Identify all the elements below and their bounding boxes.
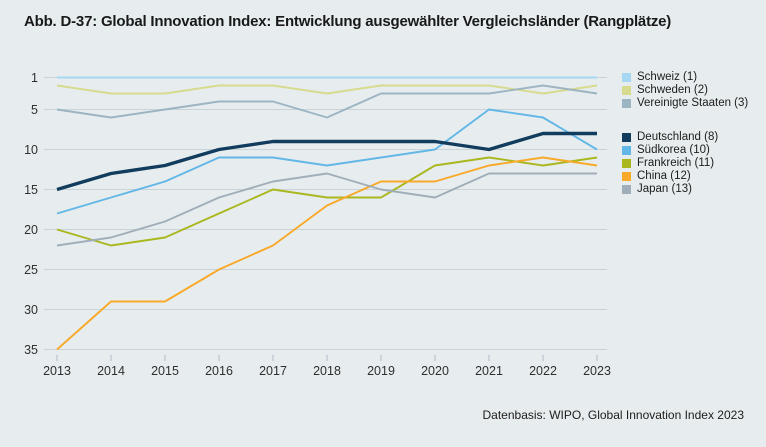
legend-swatch-china <box>622 171 631 181</box>
x-tick-label: 2017 <box>259 364 287 378</box>
legend-swatch-deutschland <box>622 132 631 142</box>
legend-item-frankreich: Frankreich (11) <box>622 157 714 170</box>
legend-item-japan: Japan (13) <box>622 183 692 196</box>
y-tick-label: 35 <box>24 343 38 357</box>
y-tick-label: 5 <box>31 103 38 117</box>
x-tick-label: 2019 <box>367 364 395 378</box>
legend-label-deutschland: Deutschland (8) <box>637 130 719 143</box>
x-tick-label: 2015 <box>151 364 179 378</box>
series-line-vereinigte-staaten <box>56 84 598 119</box>
legend-label-suedkorea: Südkorea (10) <box>637 143 710 156</box>
series-line-suedkorea <box>56 108 598 215</box>
x-tick-label: 2020 <box>421 364 449 378</box>
series-line-frankreich <box>56 156 598 247</box>
legend-label-japan: Japan (13) <box>637 182 692 195</box>
legend-swatch-suedkorea <box>622 145 631 155</box>
legend-label-frankreich: Frankreich (11) <box>637 156 715 169</box>
x-tick-label: 2018 <box>313 364 341 378</box>
legend-item-schweiz: Schweiz (1) <box>622 71 697 84</box>
legend-swatch-vereinigte-staaten <box>622 99 631 108</box>
chart-title: Abb. D-37: Global Innovation Index: Entw… <box>24 13 672 30</box>
legend-swatch-schweden <box>622 86 631 95</box>
y-tick-label: 10 <box>24 143 38 157</box>
x-tick-label: 2021 <box>475 364 503 378</box>
legend-item-china: China (12) <box>622 170 691 183</box>
legend-label-china: China (12) <box>637 169 691 182</box>
legend-swatch-frankreich <box>622 158 631 168</box>
legend-swatch-schweiz <box>622 73 631 82</box>
y-tick-label: 30 <box>24 303 38 317</box>
x-tick-label: 2016 <box>205 364 233 378</box>
legend-swatch-japan <box>622 184 631 194</box>
x-tick-label: 2022 <box>529 364 557 378</box>
legend-item-schweden: Schweden (2) <box>622 84 708 97</box>
y-tick-label: 15 <box>24 183 38 197</box>
legend-label-schweiz: Schweiz (1) <box>637 71 698 83</box>
x-tick-label: 2013 <box>43 364 71 378</box>
y-tick-label: 1 <box>31 71 38 85</box>
y-tick-label: 25 <box>24 263 38 277</box>
y-tick-label: 20 <box>24 223 38 237</box>
legend-label-schweden: Schweden (2) <box>637 84 708 96</box>
legend-label-vereinigte-staaten: Vereinigte Staaten (3) <box>637 97 749 109</box>
series-line-china <box>56 156 598 351</box>
series-line-japan <box>56 172 597 247</box>
x-tick-label: 2023 <box>583 364 611 378</box>
source-note: Datenbasis: WIPO, Global Innovation Inde… <box>482 408 745 422</box>
legend-item-vereinigte-staaten: Vereinigte Staaten (3) <box>622 97 748 110</box>
legend-item-suedkorea: Südkorea (10) <box>622 144 710 157</box>
legend-item-deutschland: Deutschland (8) <box>622 131 718 144</box>
series-line-schweden <box>56 84 598 95</box>
series-line-deutschland <box>56 131 597 192</box>
x-tick-label: 2014 <box>97 364 125 378</box>
